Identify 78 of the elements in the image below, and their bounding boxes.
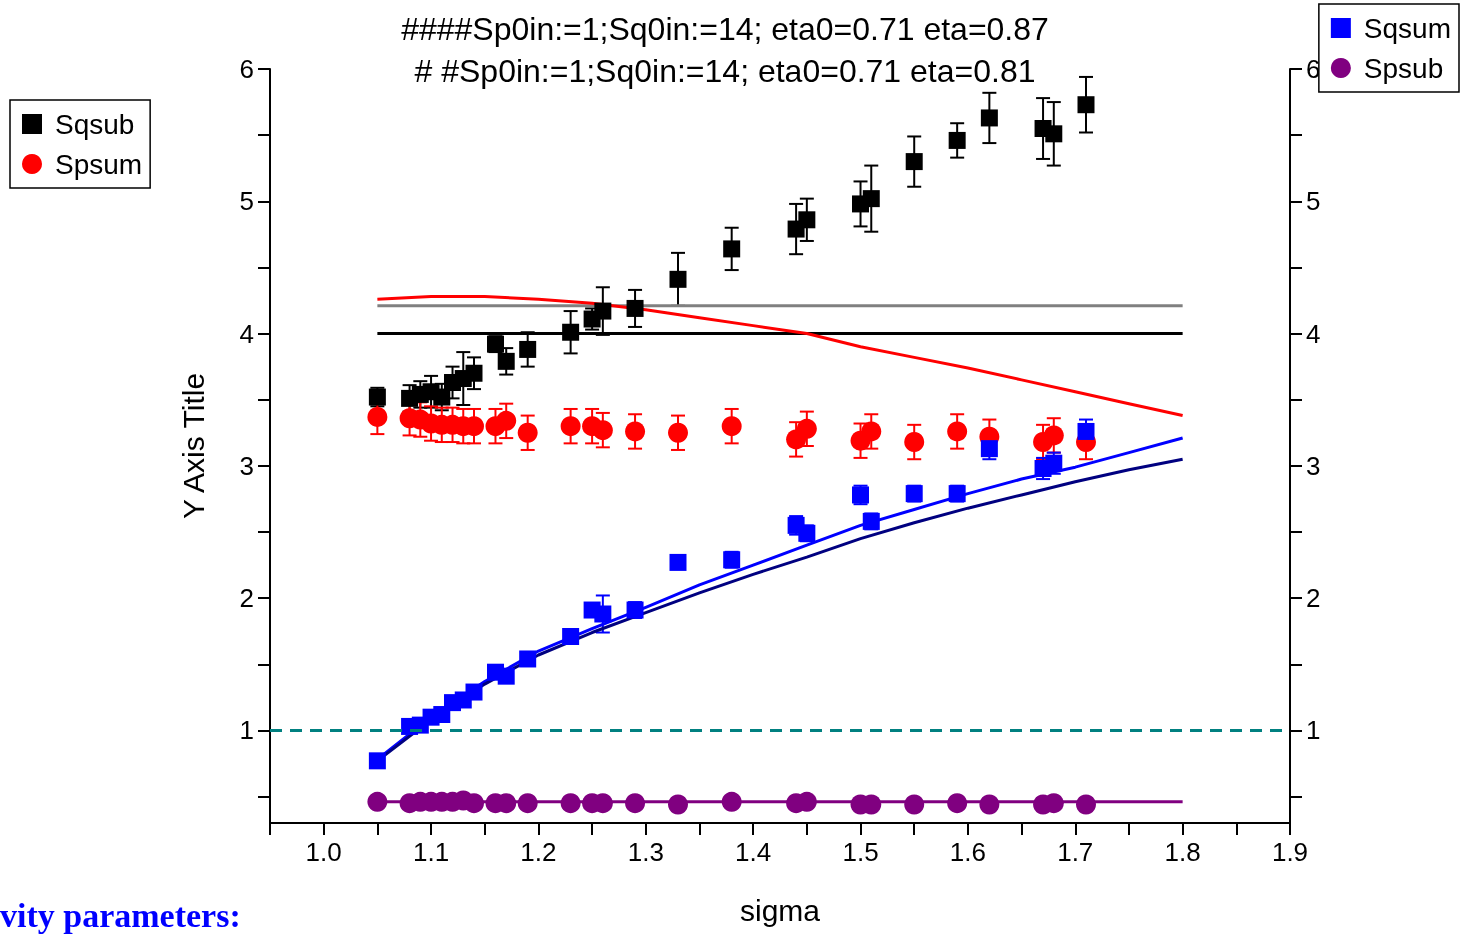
point bbox=[496, 410, 517, 431]
point bbox=[517, 793, 538, 814]
point bbox=[669, 270, 687, 288]
legend-label: Spsum bbox=[55, 148, 143, 180]
point bbox=[497, 667, 515, 685]
point bbox=[947, 421, 968, 442]
point bbox=[721, 791, 742, 812]
point bbox=[1077, 96, 1095, 114]
point bbox=[668, 794, 688, 815]
point bbox=[904, 794, 925, 815]
y2-tick-label: 3 bbox=[1306, 450, 1321, 481]
point bbox=[1076, 794, 1096, 815]
point bbox=[519, 340, 537, 358]
point bbox=[904, 432, 925, 453]
point bbox=[519, 650, 537, 668]
point bbox=[517, 422, 538, 443]
x-tick-label: 1.1 bbox=[412, 837, 450, 867]
point bbox=[594, 605, 612, 623]
point bbox=[625, 421, 646, 442]
y-tick-label: 3 bbox=[239, 450, 254, 481]
point bbox=[464, 793, 484, 814]
x-tick-label: 1.3 bbox=[627, 837, 664, 867]
line-series bbox=[375, 295, 1185, 418]
chart-title: ####Sp0in:=1;Sq0in:=14; eta0=0.71 eta=0.87 bbox=[401, 11, 1049, 47]
point bbox=[948, 131, 966, 149]
text: vity parameters: bbox=[0, 896, 241, 936]
point bbox=[721, 416, 742, 437]
point bbox=[947, 793, 968, 814]
x-tick-label: 1.7 bbox=[1057, 837, 1094, 867]
y2-tick-label: 1 bbox=[1306, 715, 1321, 746]
x-tick-label: 1.0 bbox=[305, 837, 342, 867]
y-tick-label: 5 bbox=[239, 186, 254, 217]
y-tick-label: 6 bbox=[239, 54, 254, 84]
y-axis-title: Y Axis Title bbox=[176, 372, 210, 520]
point bbox=[1043, 425, 1064, 446]
point bbox=[465, 364, 483, 382]
point bbox=[560, 793, 581, 814]
point bbox=[723, 240, 741, 258]
point bbox=[562, 627, 580, 645]
point bbox=[905, 153, 923, 171]
point bbox=[592, 420, 613, 441]
y-tick-label: 4 bbox=[239, 318, 254, 349]
point bbox=[979, 794, 1000, 815]
x-tick-label: 1.9 bbox=[1271, 837, 1309, 867]
y-tick-label: 2 bbox=[239, 583, 254, 614]
point bbox=[669, 553, 687, 571]
point bbox=[626, 299, 644, 317]
point bbox=[1045, 125, 1063, 143]
chart-subtitle: # #Sp0in:=1;Sq0in:=14; eta0=0.71 eta=0.81 bbox=[414, 53, 1036, 89]
y2-tick-label: 5 bbox=[1306, 186, 1321, 217]
x-tick-label: 1.5 bbox=[842, 837, 879, 867]
point bbox=[367, 406, 388, 427]
y2-tick-label: 2 bbox=[1306, 583, 1321, 614]
point bbox=[798, 211, 816, 229]
point bbox=[980, 109, 998, 127]
point bbox=[465, 683, 483, 701]
point bbox=[668, 422, 688, 443]
legend-label: Sqsub bbox=[55, 108, 135, 140]
point bbox=[1077, 422, 1095, 440]
point bbox=[796, 418, 817, 439]
point bbox=[368, 752, 386, 770]
x-tick-label: 1.2 bbox=[520, 837, 557, 867]
point bbox=[562, 323, 580, 341]
point bbox=[625, 793, 646, 814]
point bbox=[861, 421, 882, 442]
point bbox=[497, 352, 515, 370]
y-tick-label: 1 bbox=[239, 715, 254, 746]
point bbox=[367, 791, 388, 812]
x-tick-label: 1.6 bbox=[949, 837, 986, 867]
x-tick-label: 1.8 bbox=[1164, 837, 1201, 867]
point bbox=[560, 416, 581, 437]
point bbox=[594, 302, 612, 320]
point bbox=[862, 190, 880, 208]
x-tick-label: 1.4 bbox=[735, 837, 772, 867]
legend-label: Sqsum bbox=[1363, 12, 1452, 44]
y2-tick-label: 4 bbox=[1306, 318, 1321, 349]
legend-label: Spsub bbox=[1363, 52, 1444, 84]
x-axis-title: sigma bbox=[739, 893, 821, 927]
